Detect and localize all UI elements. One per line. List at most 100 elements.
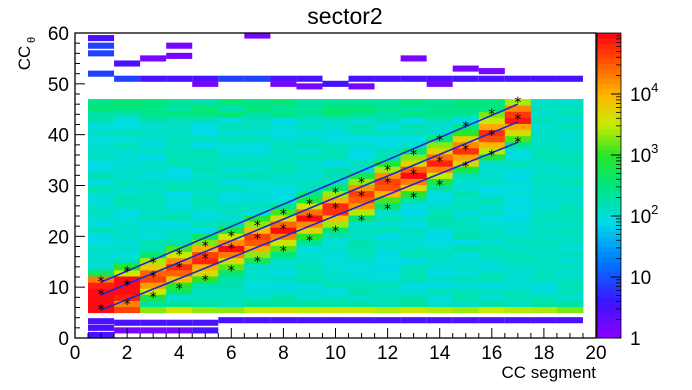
color-scale-band xyxy=(597,221,621,227)
heatmap-cell xyxy=(348,300,376,307)
heatmap-cell xyxy=(530,257,558,265)
heatmap-cell xyxy=(296,275,323,283)
heatmap-cell xyxy=(478,166,506,173)
heatmap-cell xyxy=(426,141,454,149)
color-scale-band xyxy=(597,160,621,166)
heatmap-cell xyxy=(114,153,141,161)
heatmap-cell xyxy=(374,123,402,131)
heatmap-cell xyxy=(426,202,454,210)
fit-marker: * xyxy=(254,254,261,270)
heatmap-cell xyxy=(530,245,558,253)
heatmap-cell xyxy=(530,233,558,240)
heatmap-cell xyxy=(504,202,532,210)
heatmap-cell xyxy=(114,221,141,228)
heatmap-cell xyxy=(192,300,219,307)
color-scale-band xyxy=(597,144,621,151)
y-axis-label: CC θ xyxy=(15,37,38,70)
heatmap-cell xyxy=(530,227,558,234)
heatmap-cell xyxy=(452,117,480,124)
heatmap-cell xyxy=(244,123,271,131)
heatmap-cell xyxy=(530,288,558,295)
heatmap-cell xyxy=(114,190,141,198)
heatmap-cell xyxy=(270,282,297,289)
color-scale-band xyxy=(597,48,621,54)
heatmap-sparse-cell xyxy=(270,80,297,87)
heatmap-sparse-cell xyxy=(114,319,141,326)
heatmap-sparse-cell xyxy=(244,32,271,39)
heatmap-cell xyxy=(140,153,167,161)
heatmap-cell xyxy=(400,294,428,301)
heatmap-cell xyxy=(374,153,402,161)
z-tick-label: 102 xyxy=(630,202,658,228)
heatmap-cell xyxy=(400,147,428,155)
heatmap-cell xyxy=(218,147,245,155)
heatmap-cell xyxy=(400,129,428,137)
heatmap-cell xyxy=(114,166,141,173)
fit-marker: * xyxy=(410,148,417,164)
fit-marker: * xyxy=(306,211,313,227)
heatmap-cell xyxy=(88,99,115,106)
heatmap-cell xyxy=(296,208,323,216)
heatmap-cell xyxy=(348,147,376,155)
heatmap-cell xyxy=(556,184,584,192)
heatmap-cell xyxy=(166,269,193,277)
heatmap-cell xyxy=(88,172,115,179)
color-scale-band xyxy=(597,246,621,253)
heatmap-cell xyxy=(426,208,454,216)
heatmap-cell xyxy=(244,269,271,277)
heatmap-cell xyxy=(374,105,402,112)
color-scale-band xyxy=(597,88,621,95)
heatmap-cell xyxy=(218,184,245,192)
heatmap-cell xyxy=(374,239,402,246)
heatmap-cell xyxy=(114,251,141,259)
heatmap-sparse-cell xyxy=(166,42,193,49)
heatmap-cell xyxy=(114,263,141,271)
heatmap-sparse-cell xyxy=(270,75,297,82)
heatmap-cell xyxy=(244,141,271,149)
heatmap-cell xyxy=(296,227,323,234)
heatmap-sparse-cell xyxy=(244,317,271,324)
fit-marker: * xyxy=(462,120,469,136)
heatmap-cell xyxy=(478,263,506,271)
heatmap-cell xyxy=(296,99,323,106)
heatmap-cell xyxy=(556,257,584,265)
y-tick-label: 40 xyxy=(48,126,69,147)
heatmap-cell xyxy=(530,166,558,173)
heatmap-cell xyxy=(452,99,480,106)
fit-line xyxy=(100,103,519,283)
heatmap-cell xyxy=(270,269,297,277)
heatmap-cell xyxy=(296,214,323,222)
x-tick-label: 20 xyxy=(585,343,606,364)
y-tick-label: 10 xyxy=(48,278,69,299)
heatmap-cell xyxy=(322,257,350,265)
heatmap-cell xyxy=(192,160,219,167)
heatmap-cell xyxy=(426,166,454,173)
heatmap-cell xyxy=(530,135,558,143)
heatmap-cell xyxy=(504,221,532,228)
heatmap-cell xyxy=(244,190,271,198)
heatmap-cell xyxy=(140,288,167,295)
heatmap-cell xyxy=(114,306,141,314)
heatmap-cell xyxy=(374,184,402,192)
heatmap-cell xyxy=(166,214,193,222)
color-scale-frame xyxy=(596,32,622,339)
heatmap-cell xyxy=(192,184,219,192)
heatmap-cell xyxy=(452,269,480,277)
heatmap-cell xyxy=(322,227,350,234)
heatmap-sparse-cell xyxy=(400,317,427,324)
heatmap-cell xyxy=(348,99,376,106)
heatmap-cell xyxy=(478,117,506,124)
heatmap-cell xyxy=(530,129,558,137)
color-scale-band xyxy=(597,277,621,283)
heatmap-cell xyxy=(88,300,115,307)
heatmap-cell xyxy=(348,282,376,289)
heatmap-sparse-cell xyxy=(426,317,453,324)
fit-marker: * xyxy=(488,148,495,164)
heatmap-cell xyxy=(192,105,219,112)
heatmap-sparse-cell xyxy=(478,75,505,82)
heatmap-cell xyxy=(530,214,558,222)
heatmap-cell xyxy=(166,99,193,106)
color-scale-band xyxy=(597,307,621,314)
heatmap-cell xyxy=(400,135,428,143)
